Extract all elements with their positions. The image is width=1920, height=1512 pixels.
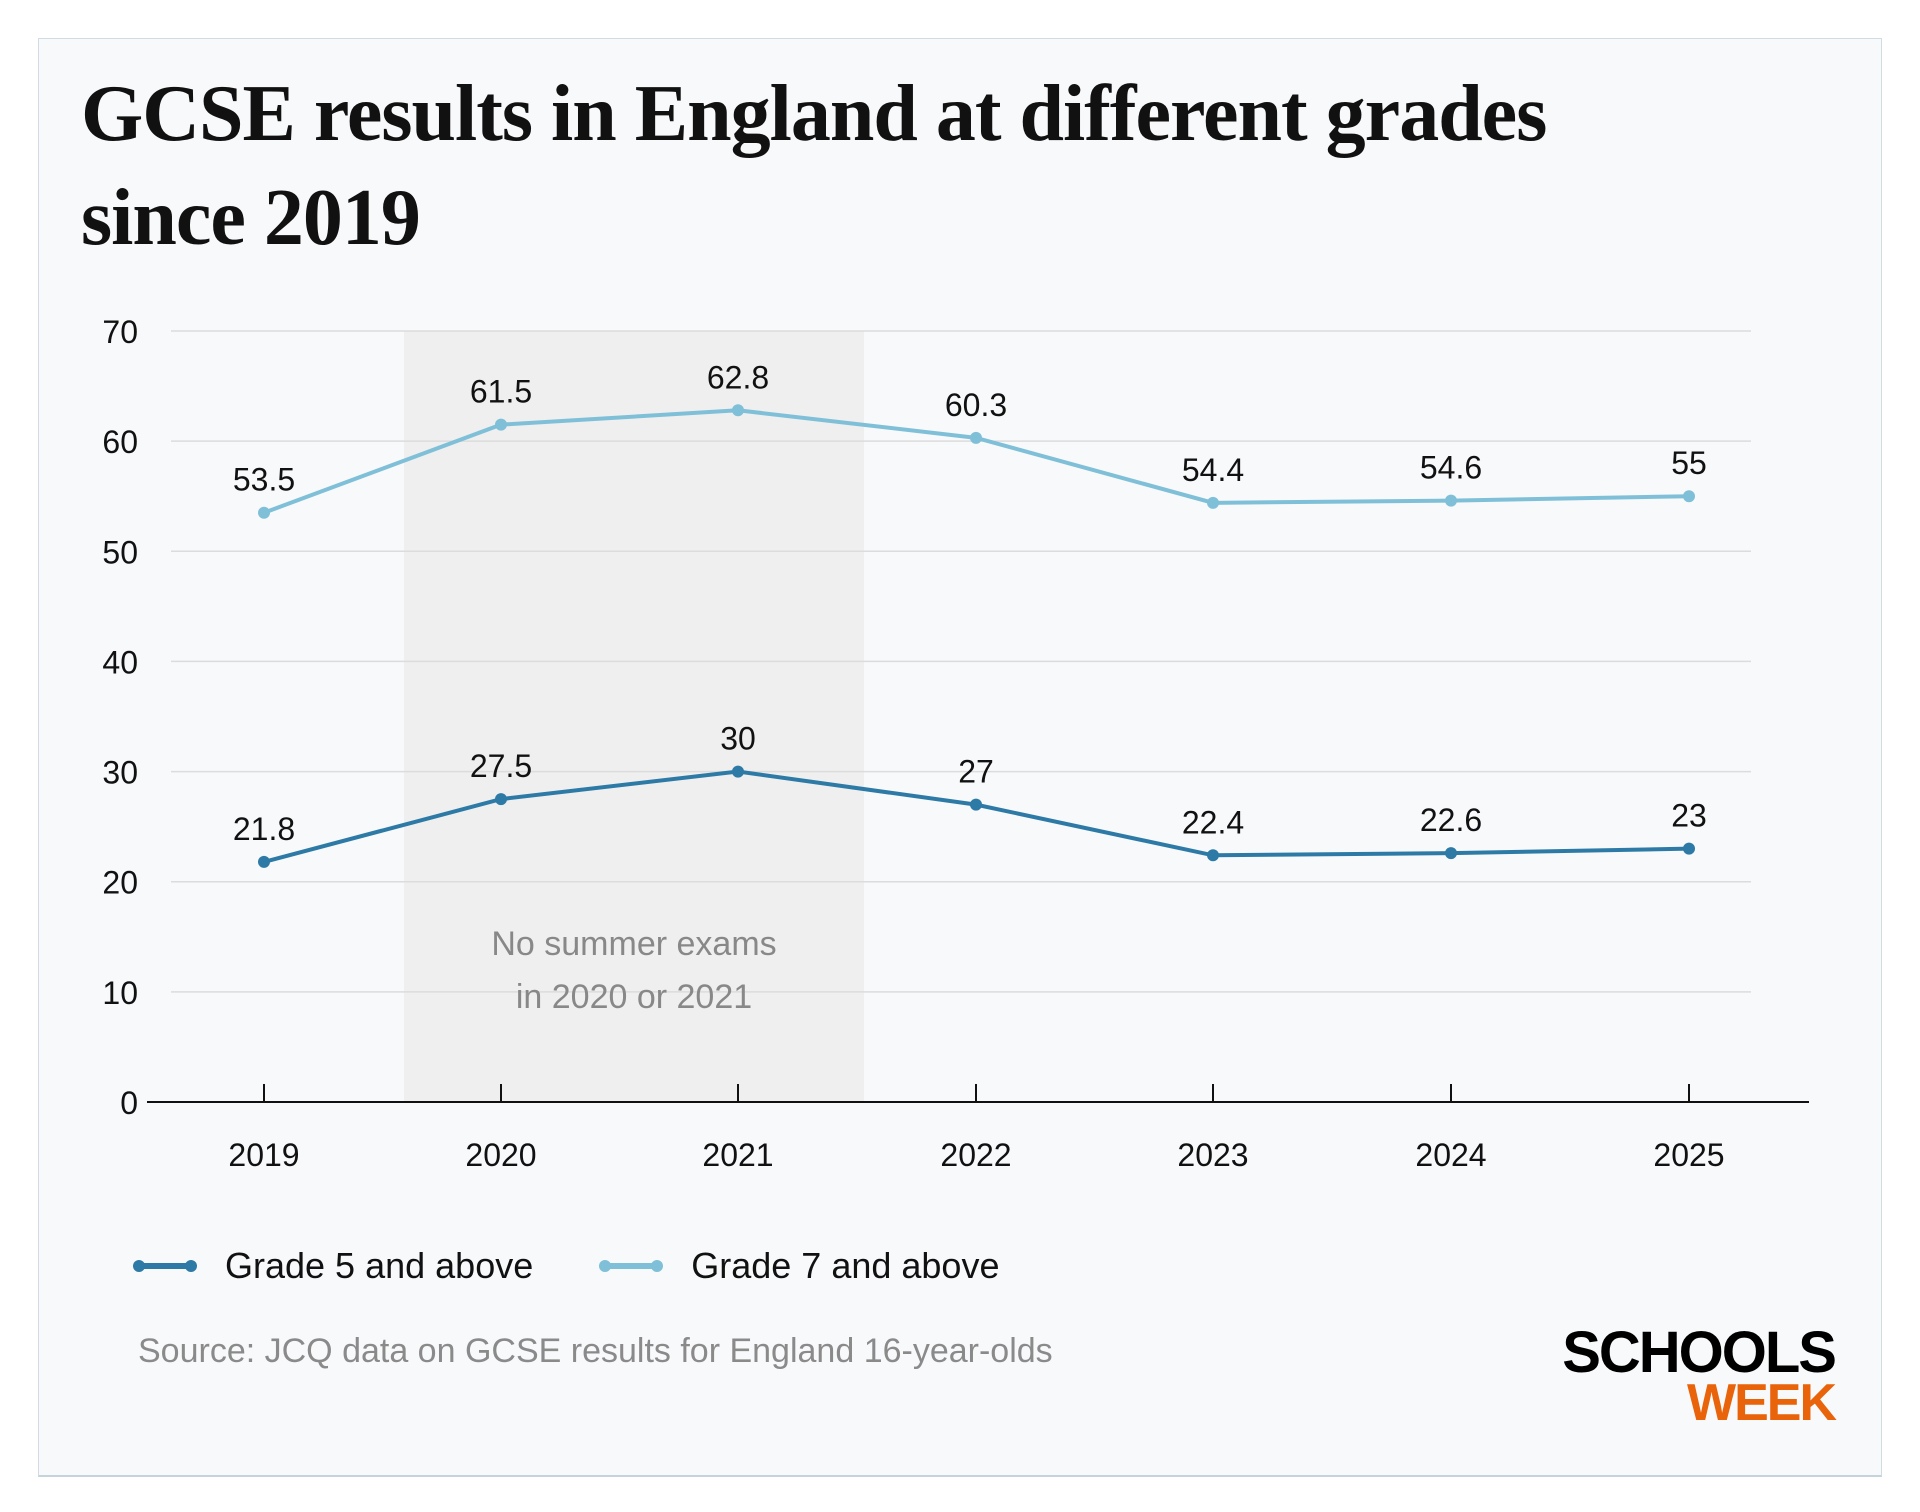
data-point (732, 404, 744, 417)
x-tick-label: 2020 (465, 1137, 536, 1173)
logo-line1: SCHOOLS (1562, 1320, 1837, 1385)
legend-item-grade7: Grade 7 and above (599, 1245, 1000, 1287)
data-label: 30 (720, 721, 756, 757)
data-point (1207, 496, 1219, 509)
data-label: 60.3 (945, 387, 1007, 423)
chart-panel (38, 38, 1882, 1477)
data-label: 27 (958, 754, 994, 790)
data-point (732, 765, 744, 778)
data-label: 53.5 (233, 462, 295, 498)
y-tick-label: 20 (102, 865, 138, 901)
data-point (1683, 490, 1695, 503)
schools-week-logo: SCHOOLS WEEK (1530, 1320, 1837, 1432)
data-label: 54.4 (1182, 452, 1244, 488)
data-label: 21.8 (233, 811, 295, 847)
x-tick-label: 2023 (1177, 1137, 1248, 1173)
legend-item-grade5: Grade 5 and above (133, 1245, 534, 1287)
data-label: 61.5 (470, 374, 532, 410)
legend-label-grade5: Grade 5 and above (225, 1245, 534, 1286)
data-point (970, 798, 982, 811)
y-tick-label: 0 (120, 1085, 138, 1121)
x-tick-label: 2025 (1653, 1137, 1724, 1173)
data-point (1207, 849, 1219, 862)
data-label: 22.4 (1182, 804, 1244, 840)
x-tick-label: 2019 (228, 1137, 299, 1173)
x-tick-label: 2021 (702, 1137, 773, 1173)
data-point (258, 855, 270, 868)
shaded-annotation: No summer exams (491, 925, 776, 963)
y-tick-label: 10 (102, 975, 138, 1011)
legend-label-grade7: Grade 7 and above (691, 1245, 1000, 1286)
x-tick-label: 2024 (1415, 1137, 1486, 1173)
data-label: 54.6 (1420, 450, 1482, 486)
data-label: 23 (1671, 798, 1707, 834)
x-tick-label: 2022 (940, 1137, 1011, 1173)
data-label: 62.8 (707, 359, 769, 395)
chart-title: GCSE results in England at different gra… (81, 70, 1547, 262)
data-label: 22.6 (1420, 802, 1482, 838)
legend-swatch-grade5 (133, 1260, 197, 1272)
data-point (495, 418, 507, 431)
shaded-annotation: in 2020 or 2021 (516, 978, 752, 1016)
source-note: Source: JCQ data on GCSE results for Eng… (138, 1332, 1053, 1370)
data-point (495, 793, 507, 806)
data-label: 55 (1671, 445, 1707, 481)
y-tick-label: 70 (102, 314, 138, 350)
y-tick-label: 30 (102, 755, 138, 791)
data-label: 27.5 (470, 748, 532, 784)
legend: Grade 5 and above Grade 7 and above (133, 1245, 1069, 1287)
y-tick-label: 60 (102, 424, 138, 460)
legend-swatch-grade7 (599, 1260, 664, 1272)
logo-line2: WEEK (1687, 1374, 1837, 1432)
data-point (1445, 847, 1457, 860)
data-point (1683, 842, 1695, 855)
data-point (258, 506, 270, 519)
y-tick-label: 40 (102, 644, 138, 680)
data-point (970, 431, 982, 444)
shaded-region (404, 331, 864, 1102)
y-tick-label: 50 (102, 534, 138, 570)
data-point (1445, 494, 1457, 507)
